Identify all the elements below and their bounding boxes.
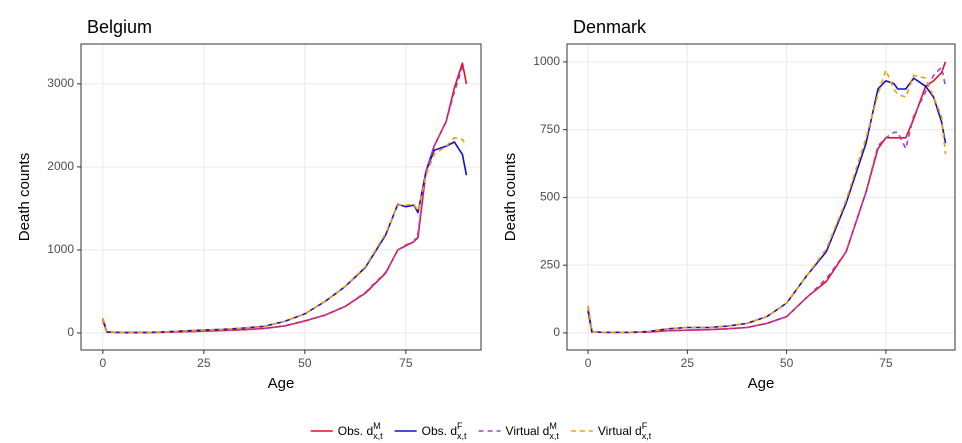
panel-border [566, 43, 956, 351]
y-tick-label: 750 [540, 122, 560, 136]
legend: Obs. dM x,t Obs. dF x,t Virtual dM x,t Virtual… [310, 421, 652, 441]
chart-title: Belgium [87, 17, 152, 37]
legend-sup: M [373, 421, 381, 431]
y-tick-label: 0 [67, 325, 74, 339]
x-tick-label: 0 [99, 356, 106, 370]
y-tick-label: 2000 [47, 159, 74, 173]
legend-label: Obs. dF x,t [422, 421, 467, 441]
series-line [102, 137, 468, 334]
legend-sup: M [549, 421, 557, 431]
plot-background [81, 44, 481, 350]
x-tick-label: 25 [197, 356, 211, 370]
x-tick-label: 50 [780, 356, 794, 370]
legend-sub: x,t [457, 431, 467, 441]
y-axis-title: Death counts [16, 153, 33, 241]
legend-sup: F [457, 421, 463, 431]
legend-label: Obs. dM x,t [338, 421, 383, 441]
y-tick-label: 3000 [47, 76, 74, 90]
legend-name: Obs. d [422, 424, 457, 438]
legend-name: Virtual d [506, 424, 550, 438]
panel-border [80, 43, 482, 351]
y-axis-title: Death counts [502, 153, 519, 241]
y-tick-label: 0 [553, 325, 560, 339]
legend-sup: F [642, 421, 648, 431]
x-tick-label: 50 [298, 356, 312, 370]
legend-sub: x,t [642, 431, 652, 441]
y-tick-label: 250 [540, 257, 560, 271]
legend-label: Virtual dF x,t [598, 421, 652, 441]
x-tick-label: 25 [681, 356, 695, 370]
legend-sub: x,t [549, 431, 559, 441]
legend-name: Obs. d [338, 424, 373, 438]
x-axis-title: Age [268, 375, 295, 392]
legend-sub: x,t [373, 431, 383, 441]
x-tick-label: 75 [879, 356, 893, 370]
chart-title: Denmark [573, 17, 647, 37]
y-tick-label: 1000 [47, 242, 74, 256]
y-tick-label: 1000 [533, 54, 560, 68]
x-tick-label: 75 [399, 356, 413, 370]
series-line [587, 69, 947, 334]
x-axis-title: Age [748, 375, 775, 392]
x-tick-label: 0 [585, 356, 592, 370]
legend-label: Virtual dM x,t [506, 421, 560, 441]
y-tick-label: 500 [540, 190, 560, 204]
legend-name: Virtual d [598, 424, 642, 438]
